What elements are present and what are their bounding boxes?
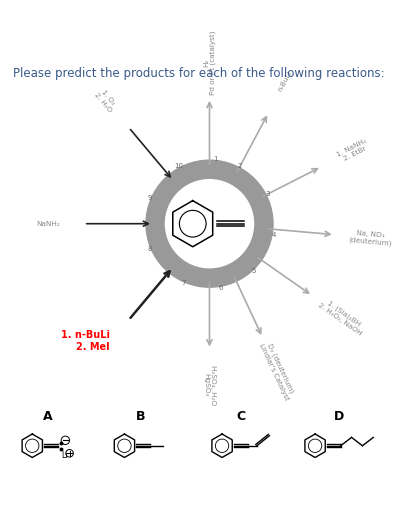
Text: 7: 7	[182, 280, 186, 287]
Text: 1: 1	[213, 156, 217, 162]
Text: n-BuLi: n-BuLi	[277, 70, 293, 93]
Text: Na, ND₃
(deuterium): Na, ND₃ (deuterium)	[348, 229, 393, 246]
Text: D: D	[334, 410, 344, 423]
Text: 1. NaNH₂
2. EtBr: 1. NaNH₂ 2. EtBr	[336, 137, 371, 164]
Text: H₂SO₄, H₂O
HgSO₄: H₂SO₄, H₂O HgSO₄	[203, 365, 216, 405]
Text: 1. (Sia)₂BH
2. H₂O₂, NaOH: 1. (Sia)₂BH 2. H₂O₂, NaOH	[317, 296, 367, 337]
Text: NaNH₂: NaNH₂	[36, 221, 60, 227]
Text: 5: 5	[251, 268, 256, 274]
Text: 2: 2	[238, 163, 242, 169]
Text: H₂
Pd or Pt (catalyst): H₂ Pd or Pt (catalyst)	[203, 30, 216, 95]
Text: C: C	[236, 410, 246, 423]
Text: 3: 3	[265, 191, 269, 197]
Text: 1. n-BuLi: 1. n-BuLi	[61, 330, 110, 340]
Text: Li: Li	[61, 451, 68, 460]
Text: 6: 6	[219, 285, 223, 291]
Text: D₂ (deuterium)
Lindlar's Catalyst: D₂ (deuterium) Lindlar's Catalyst	[259, 339, 297, 401]
Text: B: B	[136, 410, 145, 423]
Text: 8: 8	[147, 246, 152, 252]
Text: A: A	[44, 410, 53, 423]
Text: 9: 9	[147, 196, 152, 201]
Text: 1. O₂
2. H₂O: 1. O₂ 2. H₂O	[93, 87, 118, 113]
Text: 2. MeI: 2. MeI	[76, 341, 110, 352]
Text: 4: 4	[271, 232, 276, 238]
Text: 10: 10	[174, 163, 184, 169]
Text: Please predict the products for each of the following reactions:: Please predict the products for each of …	[13, 67, 384, 81]
